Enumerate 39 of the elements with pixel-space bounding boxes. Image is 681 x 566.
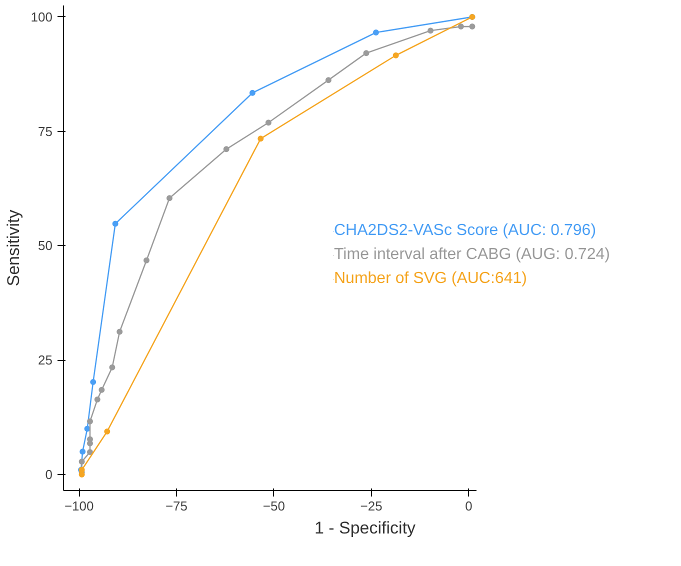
point bbox=[469, 24, 476, 30]
point bbox=[78, 458, 85, 465]
legend-label: CHA2DS2-VASc Score (AUC: 0.796) bbox=[334, 222, 596, 240]
y-tick-label: 25 bbox=[38, 352, 53, 368]
y-axis-title: Sensitivity bbox=[4, 209, 23, 286]
point bbox=[98, 386, 105, 393]
x-tick-label: −75 bbox=[165, 498, 188, 514]
x-tick-label: −100 bbox=[64, 498, 94, 514]
point bbox=[392, 52, 399, 58]
point bbox=[363, 50, 370, 56]
point bbox=[143, 257, 150, 264]
x-tick-label: −25 bbox=[360, 498, 382, 514]
point bbox=[372, 30, 379, 36]
point bbox=[112, 220, 118, 227]
point bbox=[325, 77, 332, 84]
point bbox=[458, 24, 464, 30]
x-axis-title: 1 - Specificity bbox=[314, 518, 416, 538]
x-tick-label: −50 bbox=[262, 498, 285, 514]
point bbox=[223, 146, 230, 152]
point bbox=[94, 396, 100, 402]
point bbox=[428, 28, 434, 34]
point bbox=[166, 195, 172, 202]
y-tick-label: 50 bbox=[38, 238, 53, 254]
y-tick-label: 75 bbox=[38, 124, 53, 139]
point bbox=[116, 328, 123, 335]
point bbox=[80, 448, 86, 455]
point bbox=[104, 428, 110, 434]
point bbox=[86, 449, 93, 456]
point bbox=[249, 90, 256, 96]
x-tick-label: 0 bbox=[465, 498, 472, 514]
point bbox=[86, 418, 93, 424]
legend-label: Number of SVG (AUC:641) bbox=[334, 270, 527, 288]
point bbox=[90, 379, 96, 386]
point bbox=[109, 364, 116, 370]
point bbox=[265, 120, 272, 126]
legend-label: Time interval after CABG (AUG: 0.724) bbox=[334, 246, 610, 264]
point bbox=[258, 136, 264, 142]
y-tick-label: 100 bbox=[30, 9, 53, 24]
y-tick-label: 0 bbox=[45, 466, 53, 482]
